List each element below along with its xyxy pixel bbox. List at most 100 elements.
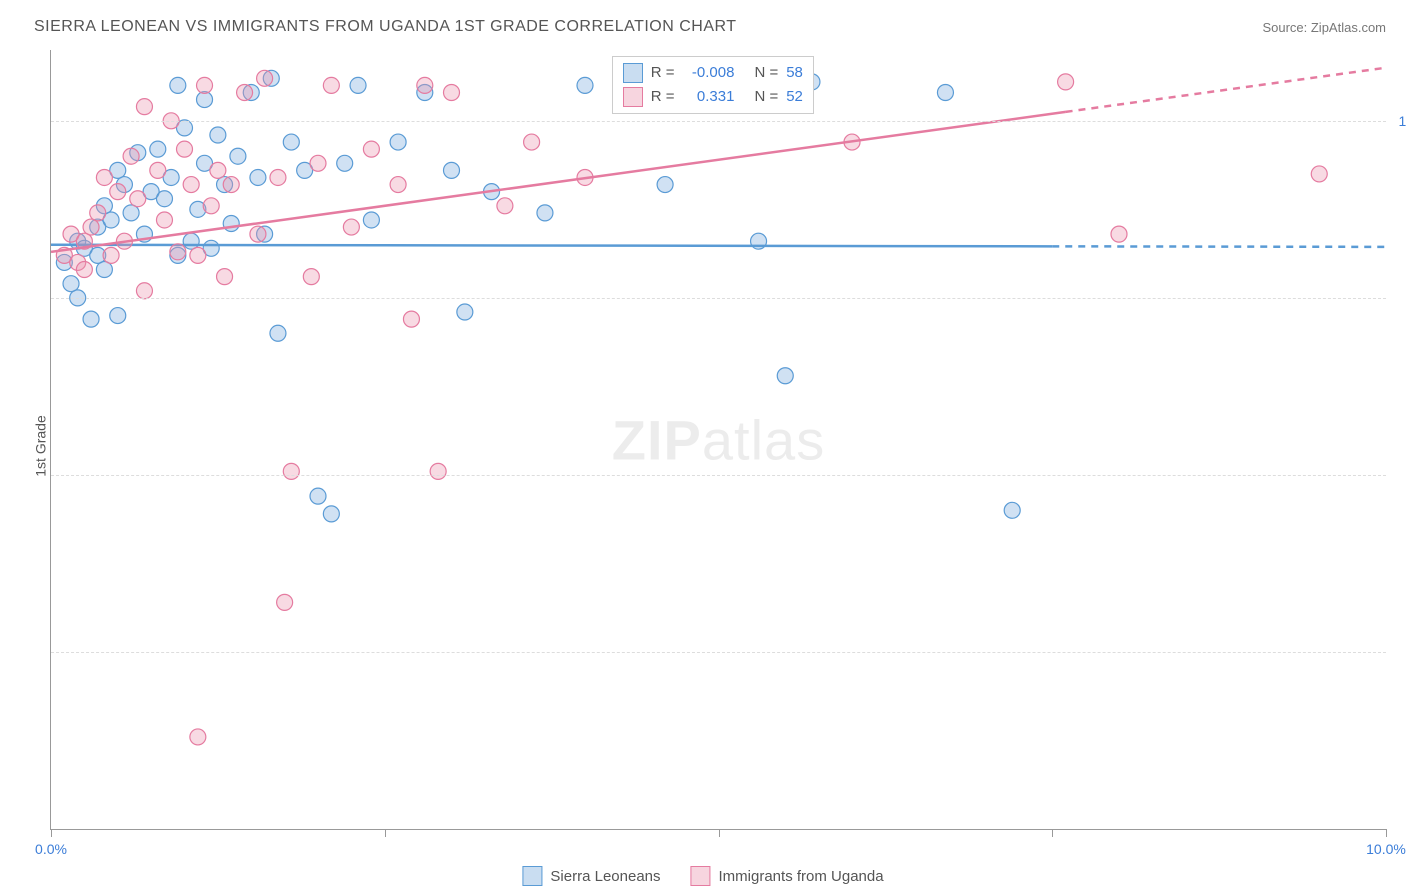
scatter-point <box>350 77 366 93</box>
y-tick-label: 95.0% <box>1396 467 1406 483</box>
trend-line-extrapolated <box>1066 68 1386 112</box>
scatter-point <box>937 84 953 100</box>
scatter-point <box>257 70 273 86</box>
y-tick-label: 97.5% <box>1396 290 1406 306</box>
n-value: 52 <box>786 85 803 109</box>
scatter-point <box>524 134 540 150</box>
scatter-point <box>337 155 353 171</box>
x-tick <box>1052 829 1053 837</box>
scatter-point <box>250 226 266 242</box>
x-tick <box>719 829 720 837</box>
n-value: 58 <box>786 61 803 85</box>
trend-line-extrapolated <box>1052 246 1386 247</box>
legend-swatch <box>691 866 711 886</box>
r-label: R = <box>651 61 675 85</box>
scatter-point <box>130 191 146 207</box>
chart-title: SIERRA LEONEAN VS IMMIGRANTS FROM UGANDA… <box>34 18 737 36</box>
scatter-point <box>223 216 239 232</box>
scatter-point <box>96 262 112 278</box>
gridline <box>51 121 1386 122</box>
scatter-point <box>210 162 226 178</box>
scatter-point <box>270 169 286 185</box>
scatter-point <box>1311 166 1327 182</box>
x-tick-label: 0.0% <box>35 841 67 857</box>
chart-svg <box>51 50 1386 829</box>
scatter-point <box>277 594 293 610</box>
chart-header: SIERRA LEONEAN VS IMMIGRANTS FROM UGANDA… <box>34 18 1386 36</box>
scatter-point <box>1111 226 1127 242</box>
r-value: 0.331 <box>682 85 734 109</box>
n-label: N = <box>754 61 778 85</box>
scatter-point <box>150 162 166 178</box>
scatter-point <box>217 269 233 285</box>
scatter-point <box>444 84 460 100</box>
scatter-point <box>444 162 460 178</box>
trend-line <box>51 112 1066 252</box>
scatter-point <box>230 148 246 164</box>
scatter-point <box>577 77 593 93</box>
scatter-point <box>123 148 139 164</box>
x-tick-label: 10.0% <box>1366 841 1406 857</box>
x-tick <box>385 829 386 837</box>
scatter-point <box>210 127 226 143</box>
scatter-point <box>136 99 152 115</box>
scatter-point <box>1058 74 1074 90</box>
gridline <box>51 475 1386 476</box>
gridline <box>51 298 1386 299</box>
scatter-point <box>537 205 553 221</box>
scatter-point <box>363 141 379 157</box>
n-label: N = <box>754 85 778 109</box>
scatter-point <box>310 155 326 171</box>
x-tick <box>51 829 52 837</box>
scatter-point <box>136 283 152 299</box>
scatter-point <box>197 77 213 93</box>
scatter-point <box>90 205 106 221</box>
legend-swatch <box>623 87 643 107</box>
y-axis-label: 1st Grade <box>33 415 49 476</box>
scatter-point <box>457 304 473 320</box>
scatter-point <box>177 141 193 157</box>
scatter-point <box>310 488 326 504</box>
legend-row: R =0.331N =52 <box>623 85 803 109</box>
scatter-point <box>403 311 419 327</box>
legend-item: Sierra Leoneans <box>522 866 660 886</box>
chart-source: Source: ZipAtlas.com <box>1262 20 1386 35</box>
scatter-point <box>110 308 126 324</box>
scatter-point <box>170 77 186 93</box>
scatter-point <box>430 463 446 479</box>
scatter-point <box>323 77 339 93</box>
scatter-point <box>156 212 172 228</box>
scatter-point <box>363 212 379 228</box>
scatter-point <box>283 463 299 479</box>
y-tick-label: 100.0% <box>1396 113 1406 129</box>
plot-area: ZIPatlas R =-0.008N =58R =0.331N =52 92.… <box>50 50 1386 830</box>
series-legend: Sierra Leoneans Immigrants from Uganda <box>522 866 883 886</box>
scatter-point <box>777 368 793 384</box>
scatter-point <box>303 269 319 285</box>
scatter-point <box>110 184 126 200</box>
trend-line <box>51 245 1052 247</box>
scatter-point <box>123 205 139 221</box>
y-tick-label: 92.5% <box>1396 644 1406 660</box>
scatter-point <box>203 198 219 214</box>
scatter-point <box>190 729 206 745</box>
scatter-point <box>150 141 166 157</box>
scatter-point <box>183 177 199 193</box>
r-value: -0.008 <box>682 61 734 85</box>
scatter-point <box>103 247 119 263</box>
scatter-point <box>183 233 199 249</box>
scatter-point <box>83 311 99 327</box>
scatter-point <box>76 262 92 278</box>
legend-swatch <box>522 866 542 886</box>
scatter-point <box>343 219 359 235</box>
scatter-point <box>390 134 406 150</box>
scatter-point <box>170 244 186 260</box>
gridline <box>51 652 1386 653</box>
scatter-point <box>83 219 99 235</box>
scatter-point <box>190 247 206 263</box>
scatter-point <box>237 84 253 100</box>
legend-label: Immigrants from Uganda <box>719 868 884 885</box>
legend-row: R = -0.008 N = 58 <box>623 61 803 85</box>
scatter-point <box>250 169 266 185</box>
legend-swatch <box>623 63 643 83</box>
